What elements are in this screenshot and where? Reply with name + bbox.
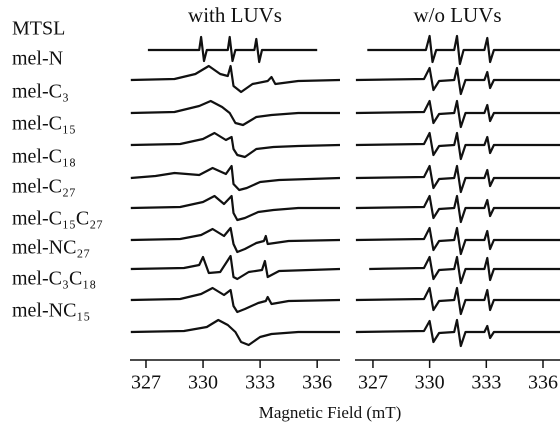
sample-label: mel-NC₂₇ [12, 237, 90, 259]
spectrum [355, 194, 560, 224]
spectrum [130, 194, 340, 222]
spectrum [355, 99, 560, 129]
sample-label: mel-C₃C₁₈ [12, 268, 96, 290]
spectrum [130, 286, 341, 314]
spectrum [355, 66, 560, 96]
sample-label: mel-C₂₇ [12, 176, 76, 198]
x-tick-label: 330 [188, 372, 218, 394]
spectrum [355, 286, 560, 316]
spectrum [147, 35, 318, 64]
x-axis-title: Magnetic Field (mT) [259, 403, 402, 422]
x-tick-label: 333 [471, 372, 501, 394]
x-tick-label: 327 [131, 372, 161, 394]
x-tick-label: 333 [245, 372, 275, 394]
spectrum [130, 226, 341, 254]
x-tick-label: 336 [528, 372, 558, 394]
spectrum [367, 34, 560, 66]
spectrum [130, 131, 341, 159]
sample-label: mel-NC₁₅ [12, 300, 90, 322]
spectrum [355, 318, 560, 348]
sample-label: mel-C₁₅C₂₇ [12, 208, 103, 230]
spectrum [130, 99, 340, 127]
x-tick-label: 327 [358, 372, 388, 394]
spectrum [130, 64, 341, 94]
sample-label: mel-C₃ [12, 81, 69, 103]
sample-label: mel-C₁₈ [12, 146, 76, 168]
x-tick-label: 330 [415, 372, 445, 394]
sample-label: MTSL [12, 18, 65, 40]
panel-title: w/o LUVs [413, 3, 501, 27]
spectrum [355, 131, 560, 161]
spectrum [355, 226, 560, 256]
sample-label: mel-N [12, 48, 63, 70]
sample-label: mel-C₁₅ [12, 113, 76, 135]
spectrum [130, 318, 340, 347]
spectrum [355, 164, 560, 194]
x-tick-label: 336 [302, 372, 332, 394]
spectrum [369, 255, 560, 285]
spectrum [130, 254, 341, 281]
panel-title: with LUVs [188, 3, 282, 27]
spectrum [130, 164, 341, 192]
